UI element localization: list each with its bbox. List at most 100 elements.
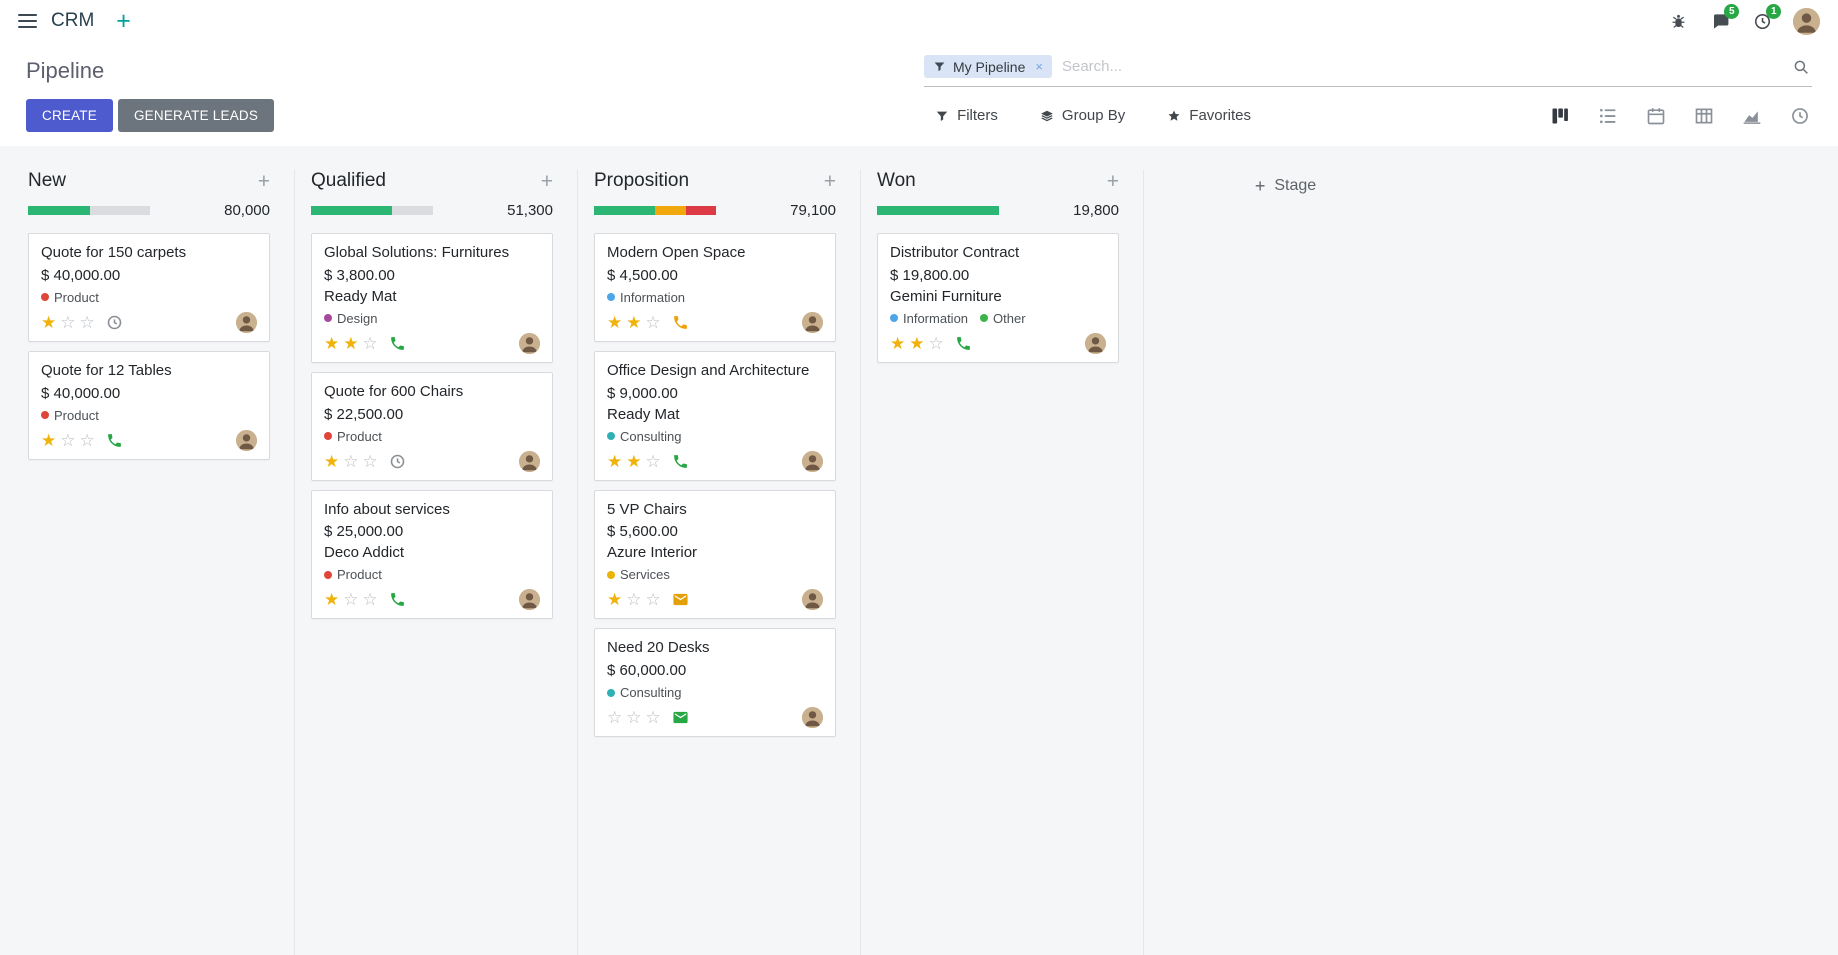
kanban-card[interactable]: 5 VP Chairs $ 5,600.00 Azure Interior Se… — [594, 489, 836, 620]
apps-menu-button[interactable] — [18, 10, 37, 32]
add-stage-button[interactable]: + Stage — [1144, 170, 1427, 955]
favorites-button[interactable]: Favorites — [1161, 106, 1257, 125]
priority-star[interactable]: ☆ — [79, 312, 95, 332]
phone-icon[interactable] — [672, 314, 689, 331]
search-facet[interactable]: My Pipeline × — [924, 55, 1052, 78]
priority-star[interactable]: ☆ — [645, 451, 661, 471]
priority-star[interactable]: ☆ — [60, 312, 76, 332]
create-button[interactable]: CREATE — [26, 99, 113, 132]
priority-star[interactable]: ☆ — [607, 708, 623, 727]
phone-icon[interactable] — [389, 591, 406, 608]
priority-star[interactable]: ☆ — [60, 430, 76, 450]
priority-star[interactable]: ☆ — [343, 451, 359, 471]
priority-star[interactable]: ☆ — [645, 590, 661, 610]
search-button[interactable] — [1792, 57, 1812, 77]
filter-funnel-icon — [936, 111, 948, 121]
kanban-card[interactable]: Modern Open Space $ 4,500.00 Information… — [594, 233, 836, 342]
card-tag: Information — [607, 290, 685, 305]
column-quick-add-button[interactable]: + — [257, 169, 270, 193]
card-tag: Design — [324, 311, 377, 326]
priority-star[interactable]: ☆ — [645, 312, 661, 332]
column-quick-add-button[interactable]: + — [823, 169, 836, 193]
priority-star[interactable]: ☆ — [626, 590, 642, 610]
facet-remove-button[interactable]: × — [1035, 59, 1043, 74]
column-progressbar[interactable] — [877, 206, 999, 215]
kanban-card[interactable]: Info about services $ 25,000.00 Deco Add… — [311, 489, 553, 620]
progress-segment[interactable] — [685, 206, 716, 215]
clock-icon[interactable] — [106, 314, 123, 331]
priority-star[interactable]: ☆ — [928, 333, 944, 353]
facet-label: My Pipeline — [953, 58, 1026, 75]
priority-star[interactable]: ★ — [607, 312, 623, 332]
graph-view-icon — [1743, 110, 1761, 124]
column-progressbar[interactable] — [311, 206, 433, 215]
progress-segment[interactable] — [28, 206, 91, 215]
priority-star[interactable]: ★ — [607, 451, 623, 471]
view-calendar-button[interactable] — [1646, 105, 1668, 127]
priority-star[interactable]: ★ — [324, 451, 340, 471]
kanban-card[interactable]: Quote for 600 Chairs $ 22,500.00 Product… — [311, 371, 553, 481]
activity-view-icon — [1792, 107, 1808, 124]
salesperson-avatar — [236, 429, 257, 451]
view-pivot-button[interactable] — [1694, 105, 1716, 127]
phone-icon[interactable] — [672, 453, 689, 470]
view-graph-button[interactable] — [1742, 105, 1764, 127]
priority-star[interactable]: ☆ — [362, 590, 378, 610]
salesperson-avatar — [802, 589, 823, 611]
filters-button[interactable]: Filters — [929, 106, 1004, 125]
clock-icon[interactable] — [389, 453, 406, 470]
priority-star[interactable]: ★ — [626, 451, 642, 471]
search-bar[interactable]: My Pipeline × — [924, 54, 1812, 87]
view-activity-button[interactable] — [1790, 105, 1812, 127]
group-by-button[interactable]: Group By — [1034, 106, 1131, 125]
progress-segment[interactable] — [594, 206, 655, 215]
kanban-card[interactable]: Need 20 Desks $ 60,000.00 Consulting ☆ ☆ ☆ — [594, 628, 836, 737]
chat-bubble-icon — [1713, 13, 1728, 29]
tag-dot — [980, 314, 989, 323]
add-stage-label: Stage — [1274, 177, 1317, 194]
priority-star[interactable]: ★ — [890, 333, 906, 353]
column-quick-add-button[interactable]: + — [1106, 169, 1119, 193]
card-title: 5 VP Chairs — [607, 500, 687, 518]
priority-star[interactable]: ★ — [324, 590, 340, 610]
priority-star[interactable]: ☆ — [79, 430, 95, 450]
envelope-icon[interactable] — [672, 591, 689, 608]
view-kanban-button[interactable] — [1550, 105, 1572, 127]
envelope-icon[interactable] — [672, 709, 689, 726]
priority-star[interactable]: ★ — [909, 333, 925, 353]
kanban-card[interactable]: Global Solutions: Furnitures $ 3,800.00 … — [311, 233, 553, 363]
column-progressbar[interactable] — [594, 206, 716, 215]
progress-segment[interactable] — [655, 206, 686, 215]
user-menu-button[interactable] — [1793, 7, 1820, 35]
priority-star[interactable]: ★ — [41, 312, 57, 332]
app-name[interactable]: CRM — [51, 10, 95, 31]
kanban-card[interactable]: Quote for 150 carpets $ 40,000.00 Produc… — [28, 233, 270, 342]
phone-icon[interactable] — [955, 335, 972, 352]
column-progressbar[interactable] — [28, 206, 150, 215]
phone-icon[interactable] — [106, 432, 123, 449]
phone-icon[interactable] — [389, 335, 406, 352]
kanban-card[interactable]: Office Design and Architecture $ 9,000.0… — [594, 350, 836, 481]
view-list-button[interactable] — [1598, 105, 1620, 127]
search-input[interactable] — [1051, 54, 1792, 79]
messages-button[interactable]: 5 — [1709, 4, 1739, 32]
priority-star[interactable]: ★ — [626, 312, 642, 332]
priority-star[interactable]: ★ — [324, 333, 340, 353]
generate-leads-button[interactable]: GENERATE LEADS — [117, 99, 275, 132]
activities-button[interactable]: 1 — [1751, 4, 1781, 32]
priority-star[interactable]: ☆ — [362, 451, 378, 471]
quick-add-button[interactable]: + — [110, 8, 137, 35]
kanban-card[interactable]: Quote for 12 Tables $ 40,000.00 Product … — [28, 350, 270, 460]
priority-star[interactable]: ★ — [607, 590, 623, 610]
progress-segment[interactable] — [877, 206, 999, 215]
priority-star[interactable]: ★ — [41, 430, 57, 450]
debug-button[interactable] — [1667, 10, 1689, 32]
kanban-card[interactable]: Distributor Contract $ 19,800.00 Gemini … — [877, 233, 1119, 363]
priority-star[interactable]: ☆ — [362, 333, 378, 353]
progress-segment[interactable] — [311, 206, 392, 215]
column-quick-add-button[interactable]: + — [540, 169, 553, 193]
priority-star[interactable]: ☆ — [343, 590, 359, 610]
priority-star[interactable]: ☆ — [626, 708, 642, 727]
priority-star[interactable]: ☆ — [645, 708, 661, 727]
priority-star[interactable]: ★ — [343, 333, 359, 353]
